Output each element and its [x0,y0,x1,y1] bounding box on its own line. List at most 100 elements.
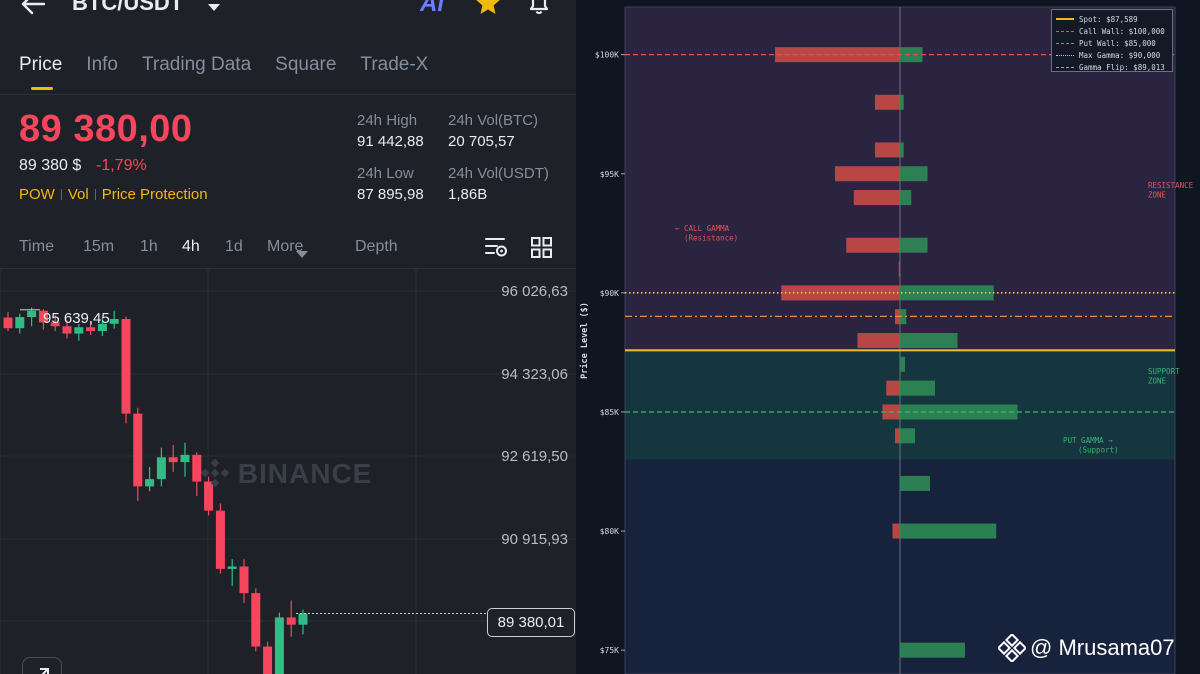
candle-body [286,617,296,625]
interval-time[interactable]: Time [19,238,54,255]
tab-trade-x[interactable]: Trade-X [360,54,429,75]
put-gamma-bar [900,94,904,110]
legend-swatch [1056,66,1074,68]
candle-body [168,457,178,463]
vol-usdt-label: 24h Vol(USDT) [448,165,549,182]
legend-label: Spot: $87,589 [1079,14,1138,24]
price-tick: 94 323,06 [501,366,568,383]
indicator-settings-icon[interactable] [485,236,509,263]
put-gamma-bar [900,380,935,396]
vol-btc-label: 24h Vol(BTC) [448,112,539,129]
price-tick: 90 915,93 [501,531,568,548]
expand-chart-icon[interactable] [22,657,62,674]
put-gamma-bar [900,237,928,253]
star-icon[interactable] [474,0,502,21]
candle-body [274,617,284,674]
tag-vol[interactable]: Vol [67,186,89,203]
call-gamma-bar [853,190,900,206]
call-gamma-bar [781,285,900,301]
legend-item-max-gamma: Max Gamma: $90,000 [1056,49,1168,61]
depth-tab[interactable]: Depth [355,238,398,255]
put-gamma-bar [900,428,915,444]
trading-panel: BTC/USDT Ai Price Info Trading Data Squa… [0,0,576,674]
low-label: 24h Low [357,165,414,182]
legend-label: Put Wall: $85,000 [1079,38,1156,48]
tag-divider [94,189,96,200]
author-credit: @ Mrusama07 [998,634,1175,662]
candle-body [133,413,143,487]
top-bar: BTC/USDT Ai [0,0,576,26]
support-zone-label: SUPPORT [1148,367,1180,376]
tag-pow[interactable]: POW [19,186,55,203]
candle-body [86,327,96,332]
legend-item-call-wall: Call Wall: $100,000 [1056,25,1168,37]
gamma-exposure-chart: $100K $95K $90K $85K $80K $75K Price Level ($)… [579,6,1194,674]
call-gamma-bar [875,142,900,158]
tabs-divider [0,94,576,95]
interval-4h[interactable]: 4h [182,238,200,255]
call-gamma-bar [857,333,900,348]
candle-body [15,317,25,329]
candle-body [74,327,84,334]
price-tick: 92 619,50 [501,448,568,465]
support-zone-label: ZONE [1148,376,1167,385]
tab-price[interactable]: Price [19,54,62,90]
y-tick-label: $95K [600,170,619,179]
y-tick-label: $80K [600,527,619,536]
put-gamma-bar [900,166,928,182]
binance-watermark: BINANCE [200,458,373,490]
tab-trading-data[interactable]: Trading Data [142,54,252,75]
legend-label: Call Wall: $100,000 [1079,26,1165,36]
credit-handle: @ Mrusama07 [1030,635,1175,660]
tag-price-protection[interactable]: Price Protection [101,186,208,203]
tag-divider [60,189,62,200]
low-value: 87 895,98 [357,186,424,203]
last-price: 89 380,00 [19,108,193,150]
candle-body [145,479,155,487]
candle-body [62,326,72,334]
watermark-text: BINANCE [237,458,373,489]
put-gamma-bar [900,642,965,658]
put-gamma-bar [900,47,923,63]
price-change: -1,79% [96,157,147,174]
put-gamma-bar [900,190,912,206]
call-gamma-bar [835,166,900,182]
more-caret-icon[interactable] [296,245,308,263]
back-arrow-icon[interactable] [20,0,46,21]
candle-body [298,613,308,625]
ai-icon[interactable]: Ai [420,0,444,17]
y-tick-label: $85K [600,408,619,417]
interval-15m[interactable]: 15m [83,238,115,255]
interval-1h[interactable]: 1h [140,238,158,255]
candle-body [3,317,13,329]
put-gamma-annotation: PUT GAMMA → [1063,436,1113,445]
interval-1d[interactable]: 1d [225,238,243,255]
resistance-zone-label: RESISTANCE [1148,181,1194,190]
tab-info[interactable]: Info [86,54,118,75]
call-gamma-bar [846,237,900,253]
call-gamma-bar [892,523,900,539]
legend-swatch [1056,54,1074,56]
put-gamma-bar [900,333,958,348]
candle-body [192,454,202,482]
main-tabs: Price Info Trading Data Square Trade-X [19,54,452,90]
candle-body [121,318,131,414]
pair-title[interactable]: BTC/USDT [72,0,184,15]
caret-down-icon[interactable] [207,0,221,17]
bell-icon[interactable] [526,0,552,21]
tag-row: POW Vol Price Protection [19,186,208,203]
call-gamma-annotation: (Resistance) [684,233,738,242]
legend-item-put-wall: Put Wall: $85,000 [1056,37,1168,49]
tab-square[interactable]: Square [275,54,337,75]
put-gamma-bar [900,142,904,158]
high-label: 24h High [357,112,418,129]
legend-item-spot: Spot: $87,589 [1056,13,1168,25]
candlestick-chart[interactable] [0,269,576,674]
grid-layout-icon[interactable] [531,237,552,263]
binance-logo-icon [998,634,1026,662]
legend-swatch [1056,42,1074,44]
candle-body [97,323,107,332]
legend-label: Gamma Flip: $89,013 [1079,62,1165,72]
interval-more[interactable]: More [267,238,304,255]
chart-divider [0,268,576,269]
